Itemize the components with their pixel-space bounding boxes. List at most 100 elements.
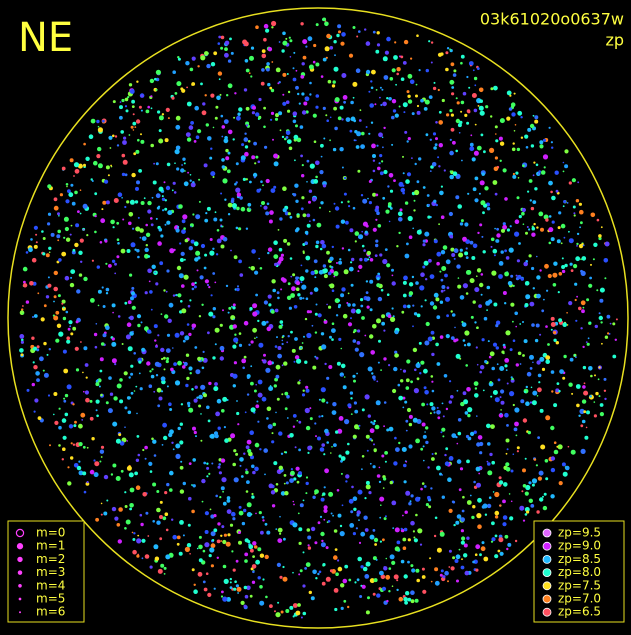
star [47, 222, 51, 226]
star [203, 393, 207, 398]
star [289, 257, 293, 260]
star [562, 322, 567, 328]
star [103, 474, 109, 480]
star [229, 586, 233, 589]
star [531, 226, 536, 231]
star [146, 361, 151, 366]
star [75, 320, 79, 324]
star [509, 516, 514, 521]
star [522, 354, 525, 357]
star [220, 244, 225, 249]
star [452, 140, 456, 145]
star [492, 180, 498, 185]
star [465, 434, 470, 439]
star [68, 192, 74, 198]
star [100, 502, 103, 505]
star [490, 115, 493, 118]
star [155, 217, 158, 220]
star [270, 310, 275, 314]
star [166, 482, 170, 487]
star [225, 284, 229, 288]
star [386, 263, 391, 268]
star [367, 596, 370, 600]
star [306, 223, 311, 228]
star [70, 456, 74, 460]
star [111, 259, 116, 263]
star [402, 396, 406, 400]
star [412, 347, 418, 353]
star [43, 341, 47, 346]
star [516, 196, 520, 200]
star [512, 142, 515, 145]
star [79, 238, 84, 243]
star [490, 245, 493, 248]
star [292, 425, 296, 428]
star [360, 298, 364, 302]
star [161, 444, 164, 446]
star [290, 275, 293, 278]
star [55, 310, 60, 315]
star [124, 301, 128, 305]
star [147, 535, 150, 537]
star [136, 538, 142, 544]
star [575, 256, 581, 262]
star [601, 342, 603, 345]
star [410, 590, 415, 595]
star [70, 224, 73, 227]
star [574, 298, 577, 302]
star [135, 458, 140, 462]
star [139, 513, 143, 517]
star [380, 288, 384, 292]
star [212, 176, 215, 178]
star [434, 452, 437, 455]
star [199, 275, 204, 280]
star [439, 335, 444, 339]
star [136, 412, 138, 415]
star [195, 435, 197, 438]
star [593, 401, 596, 403]
star [163, 368, 166, 371]
star [150, 308, 153, 311]
star [186, 101, 192, 107]
star [372, 556, 377, 561]
star [151, 196, 154, 199]
star [277, 527, 283, 533]
star [580, 300, 586, 306]
star [292, 273, 296, 277]
star [535, 323, 540, 328]
star [424, 299, 427, 302]
star [343, 269, 349, 275]
star [116, 221, 120, 225]
star [376, 277, 380, 281]
star [456, 514, 462, 519]
star [54, 420, 59, 425]
star [428, 258, 432, 263]
star [416, 34, 419, 37]
star [101, 286, 104, 289]
star [150, 143, 154, 148]
star [33, 244, 38, 249]
star [434, 143, 438, 147]
star [424, 340, 430, 346]
star [119, 105, 123, 110]
star [472, 69, 475, 72]
star [228, 306, 232, 310]
star [442, 245, 448, 250]
star [235, 226, 239, 230]
star [500, 250, 504, 254]
star [282, 208, 287, 213]
star [349, 129, 353, 133]
star [169, 248, 175, 254]
star [452, 73, 457, 77]
star [569, 262, 573, 266]
star [197, 256, 201, 260]
star [505, 256, 510, 260]
star [476, 415, 478, 417]
star [214, 327, 220, 333]
star [302, 297, 305, 300]
star [133, 390, 136, 392]
star [293, 503, 295, 506]
star [337, 116, 342, 121]
star [96, 265, 101, 269]
star [524, 513, 528, 516]
